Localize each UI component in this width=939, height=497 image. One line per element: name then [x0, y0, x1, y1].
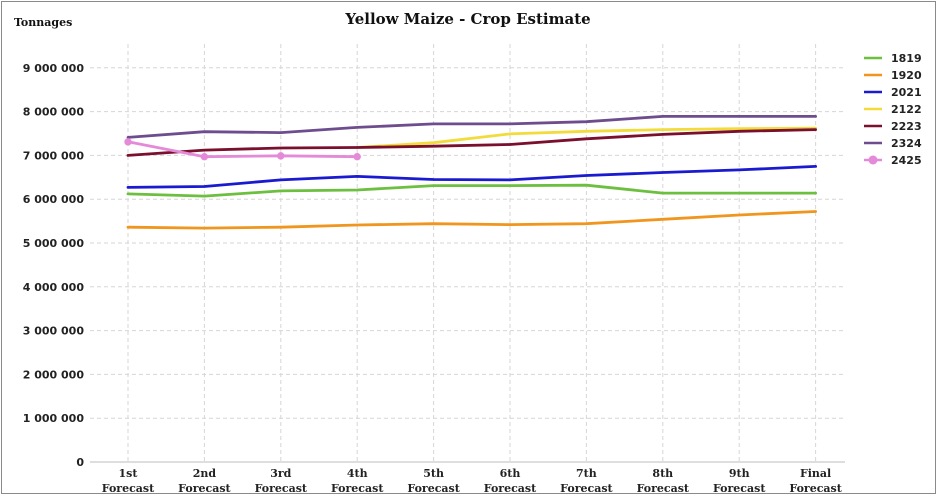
y-tick-label: 7 000 000	[23, 149, 85, 162]
x-tick-label: Forecast	[484, 482, 537, 495]
x-tick-label: Forecast	[178, 482, 231, 495]
x-tick-label: Forecast	[637, 482, 690, 495]
data-point-2425	[124, 138, 132, 146]
x-tick-label: 4th	[347, 467, 368, 480]
y-tick-label: 6 000 000	[23, 193, 85, 206]
y-tick-label: 1 000 000	[23, 412, 85, 425]
y-tick-label: 0	[76, 456, 84, 469]
x-tick-label: Final	[800, 467, 831, 480]
data-point-2425	[277, 152, 285, 160]
legend-label-2223: 2223	[891, 120, 922, 133]
x-tick-label: 2nd	[193, 467, 217, 480]
chart-title: Yellow Maize - Crop Estimate	[344, 10, 590, 28]
series-line-1819	[126, 183, 817, 198]
x-tick-label: 3rd	[270, 467, 291, 480]
y-tick-label: 5 000 000	[23, 237, 85, 250]
x-tick-label: Forecast	[102, 482, 155, 495]
y-axis-ticks: 0 1 000 000 2 000 000 3 000 000 4 000 000 5 0…	[23, 62, 85, 469]
x-tick-label: Forecast	[331, 482, 384, 495]
series-lines	[124, 115, 817, 230]
y-tick-label: 2 000 000	[23, 368, 85, 381]
x-tick-label: Forecast	[255, 482, 308, 495]
series-line-2324	[126, 115, 817, 139]
y-tick-label: 8 000 000	[23, 106, 85, 119]
legend-marker-2425	[868, 155, 878, 165]
legend-label-2021: 2021	[891, 86, 922, 99]
series-line-2223	[126, 128, 817, 157]
series-line-1920	[126, 210, 817, 230]
y-tick-label: 3 000 000	[23, 325, 85, 338]
series-line-2021	[126, 165, 817, 189]
x-tick-label: Forecast	[560, 482, 613, 495]
legend-label-1920: 1920	[891, 69, 922, 82]
data-point-2425	[353, 153, 361, 161]
x-axis-ticks: 1st Forecast 2nd Forecast 3rd Forecast 4th Fore…	[102, 467, 843, 495]
y-tick-label: 9 000 000	[23, 62, 85, 75]
x-tick-label: 8th	[652, 467, 673, 480]
legend-label-1819: 1819	[891, 52, 922, 65]
series-line-2425	[126, 140, 359, 159]
x-tick-label: 1st	[119, 467, 139, 480]
data-point-2425	[200, 153, 209, 161]
y-axis-label: Tonnages	[14, 16, 72, 29]
y-tick-label: 4 000 000	[23, 281, 85, 294]
x-tick-label: 9th	[729, 467, 750, 480]
legend-label-2122: 2122	[891, 103, 922, 116]
x-tick-label: 7th	[576, 467, 597, 480]
grid-lines	[90, 44, 845, 463]
legend: 1819 1920 2021 2122 2223 2324 2425	[864, 52, 922, 167]
legend-label-2425: 2425	[891, 154, 922, 167]
x-tick-label: 5th	[423, 467, 444, 480]
x-tick-label: 6th	[500, 467, 521, 480]
x-tick-label: Forecast	[407, 482, 460, 495]
series-line-2122	[355, 126, 817, 149]
x-tick-label: Forecast	[789, 482, 842, 495]
legend-label-2324: 2324	[891, 137, 922, 150]
x-tick-label: Forecast	[713, 482, 766, 495]
